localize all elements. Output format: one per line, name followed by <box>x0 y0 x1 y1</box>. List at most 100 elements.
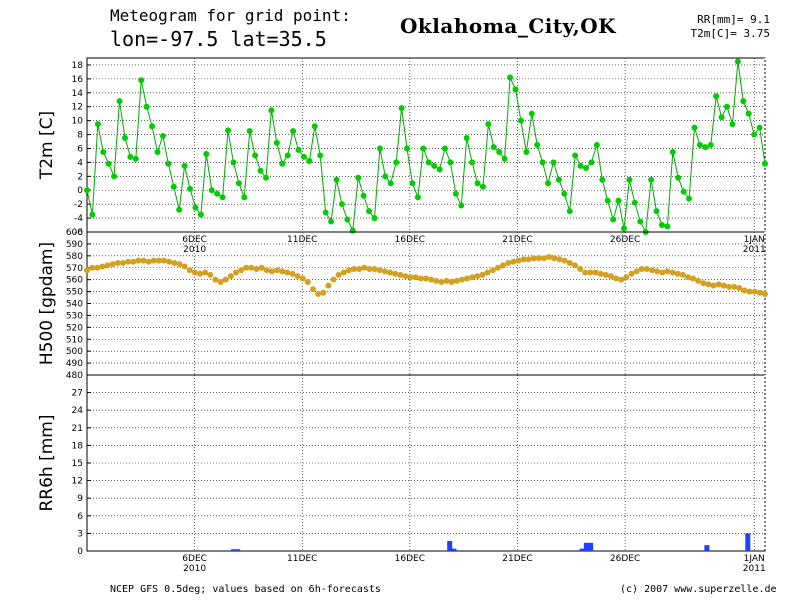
h500-point <box>232 269 239 276</box>
chart-title-line1: Meteogram for grid point: <box>110 6 351 25</box>
t2m-point <box>192 204 199 211</box>
h500-point <box>474 273 481 280</box>
t2m-point <box>588 159 595 166</box>
h500-point <box>577 265 584 272</box>
h500-point <box>335 271 342 278</box>
t2m-point <box>648 176 655 183</box>
t2m-point <box>561 190 568 197</box>
t2m-point <box>501 155 508 162</box>
h500-point <box>556 256 563 263</box>
h500-point <box>623 274 630 281</box>
t2m-point <box>740 98 747 105</box>
h500-point <box>166 258 173 265</box>
h500-point <box>484 269 491 276</box>
t2m-point <box>366 208 373 215</box>
h500-point <box>505 259 512 266</box>
h500-point <box>140 257 147 264</box>
h500-point <box>310 286 316 293</box>
h500-point <box>715 281 722 288</box>
h500-point <box>597 270 604 277</box>
h500-point <box>659 269 666 276</box>
h500-point <box>453 277 460 284</box>
t2m-point <box>534 142 541 148</box>
h500-point <box>607 273 614 280</box>
h500-point <box>304 279 311 286</box>
x-tick-label: 16DEC <box>395 554 425 564</box>
h500-point <box>731 283 738 290</box>
h500-point <box>423 275 429 282</box>
t2m-point <box>322 209 329 216</box>
t2m-point <box>658 222 665 229</box>
y-tick-label: -4 <box>74 214 83 224</box>
h500-point <box>582 269 589 276</box>
t2m-point <box>566 208 573 215</box>
t2m-point <box>702 144 709 151</box>
y-tick-label: 18 <box>72 441 84 451</box>
t2m-point <box>550 159 557 166</box>
x-tick-label: 21DEC <box>502 235 532 245</box>
h500-point <box>392 270 399 277</box>
h500-point <box>89 264 96 271</box>
y-axis-label: T2m [C] <box>37 111 57 180</box>
t2m-point <box>208 187 215 194</box>
t2m-point <box>149 123 156 130</box>
t2m-point <box>604 197 611 204</box>
t2m-point <box>360 192 367 199</box>
rr6h-bar <box>447 541 453 551</box>
h500-point <box>520 256 527 263</box>
h500-point <box>387 269 394 276</box>
h500-point <box>443 277 450 284</box>
h500-point <box>649 267 655 274</box>
t2m-point <box>615 197 622 204</box>
location-name: Oklahoma_City,OK <box>400 14 617 38</box>
rr6h-bar <box>451 548 457 551</box>
panel-frame <box>86 57 766 233</box>
h500-point <box>202 269 209 276</box>
t2m-point <box>751 131 758 138</box>
h500-point <box>155 257 162 264</box>
h500-point <box>119 259 126 266</box>
h500-point <box>762 290 768 297</box>
h500-point <box>345 267 352 274</box>
t2m-point <box>507 74 514 81</box>
h500-point <box>212 276 219 283</box>
y-tick-label: -6 <box>74 228 83 238</box>
t2m-point <box>610 216 617 223</box>
x-tick-label: 6DEC <box>182 554 207 564</box>
copyright-credit: (c) 2007 www.superzelle.de <box>620 584 777 595</box>
h500-point <box>99 263 106 270</box>
y-tick-label: 18 <box>72 61 84 71</box>
rr6h-bar <box>230 549 236 551</box>
h500-point <box>197 270 203 277</box>
h500-point <box>736 285 743 292</box>
t2m-point <box>431 162 438 169</box>
y-tick-label: 2 <box>77 172 83 182</box>
y-tick-label: 4 <box>77 158 83 168</box>
t2m-point <box>398 105 405 112</box>
h500-point <box>289 270 296 277</box>
h500-point <box>191 269 198 276</box>
t2m-point <box>317 152 324 159</box>
y-tick-label: 480 <box>66 371 83 381</box>
h500-point <box>458 276 465 283</box>
t2m-point <box>404 145 411 152</box>
h500-point <box>546 254 553 261</box>
t2m-point <box>686 195 693 202</box>
t2m-point <box>762 160 768 167</box>
x-tick-label: 26DEC <box>610 235 640 245</box>
t2m-point <box>84 187 90 194</box>
rr6h-bar <box>235 549 241 551</box>
t2m-point <box>382 173 389 180</box>
y-tick-label: 15 <box>72 459 83 469</box>
t2m-point <box>344 216 351 223</box>
t2m-point <box>387 180 394 187</box>
t2m-point <box>176 206 183 213</box>
h500-point <box>684 274 691 281</box>
h500-point <box>222 276 229 283</box>
h500-point <box>618 276 625 283</box>
t2m-point <box>691 124 698 131</box>
h500-point <box>238 267 245 274</box>
h500-point <box>566 259 573 266</box>
h500-point <box>587 269 594 276</box>
t2m-point <box>669 148 676 155</box>
